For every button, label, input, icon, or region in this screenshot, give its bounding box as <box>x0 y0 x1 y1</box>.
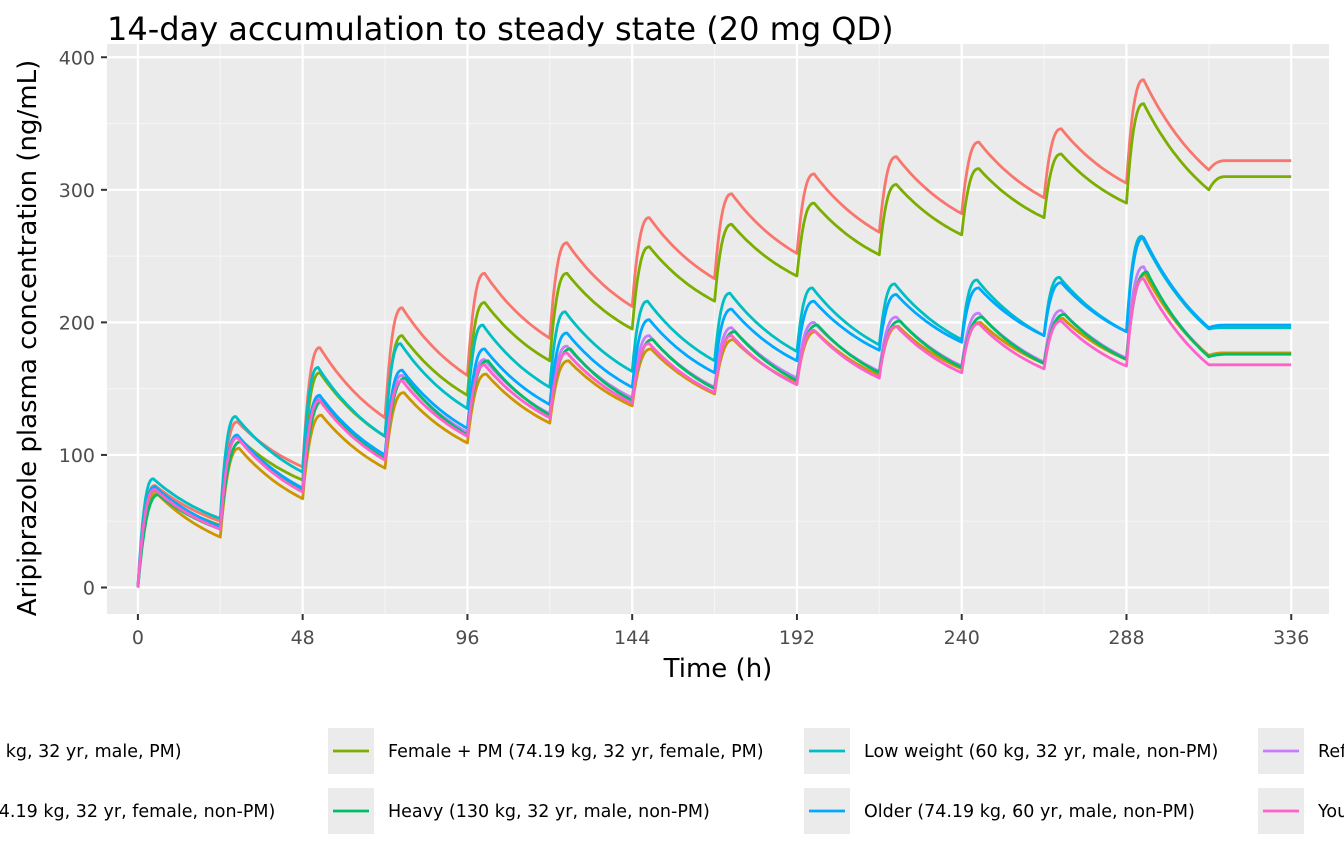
y-tick-label: 200 <box>59 312 95 334</box>
legend-label: Low weight (60 kg, 32 yr, male, non-PM) <box>864 742 1218 762</box>
series-line-7 <box>136 277 1292 588</box>
series-line-1 <box>136 102 1292 588</box>
legend: PM (74.19 kg, 32 yr, male, PM) Female (74… <box>0 728 1344 834</box>
axes: 0 48 96 144 192 240 288 336 0 100 200 300 400 <box>59 47 1310 649</box>
legend-label: Female + PM (74.19 kg, 32 yr, female, PM… <box>388 742 764 762</box>
series-line-6 <box>136 236 1292 588</box>
series-line-4 <box>136 273 1292 588</box>
chart-title: 14-day accumulation to steady state (20 … <box>107 10 894 48</box>
x-tick-label: 336 <box>1273 627 1309 649</box>
y-tick-label: 0 <box>83 577 95 599</box>
x-tick-label: 288 <box>1108 627 1144 649</box>
y-tick-label: 300 <box>59 180 95 202</box>
y-tick-label: 100 <box>59 445 95 467</box>
legend-label: PM (74.19 kg, 32 yr, male, PM) <box>0 742 182 762</box>
legend-label: Reference (74.19 kg, 32 yr, male, non-PM… <box>1318 742 1344 762</box>
legend-label: Female (74.19 kg, 32 yr, female, non-PM) <box>0 802 275 822</box>
series-line-0 <box>136 78 1292 588</box>
y-axis-title: Aripiprazole plasma concentration (ng/mL… <box>13 60 43 617</box>
legend-label: Older (74.19 kg, 60 yr, male, non-PM) <box>864 802 1195 822</box>
x-tick-label: 0 <box>132 627 144 649</box>
legend-label: Younger (74.19 kg, 20 yr, male, non-PM) <box>1317 802 1344 822</box>
x-tick-label: 48 <box>291 627 315 649</box>
series-lines <box>136 78 1292 588</box>
x-axis-title: Time (h) <box>663 654 773 684</box>
x-tick-label: 240 <box>944 627 980 649</box>
y-tick-label: 400 <box>59 47 95 69</box>
x-tick-label: 96 <box>455 627 479 649</box>
x-tick-label: 144 <box>614 627 650 649</box>
legend-label: Heavy (130 kg, 32 yr, male, non-PM) <box>388 802 710 822</box>
x-tick-label: 192 <box>779 627 815 649</box>
